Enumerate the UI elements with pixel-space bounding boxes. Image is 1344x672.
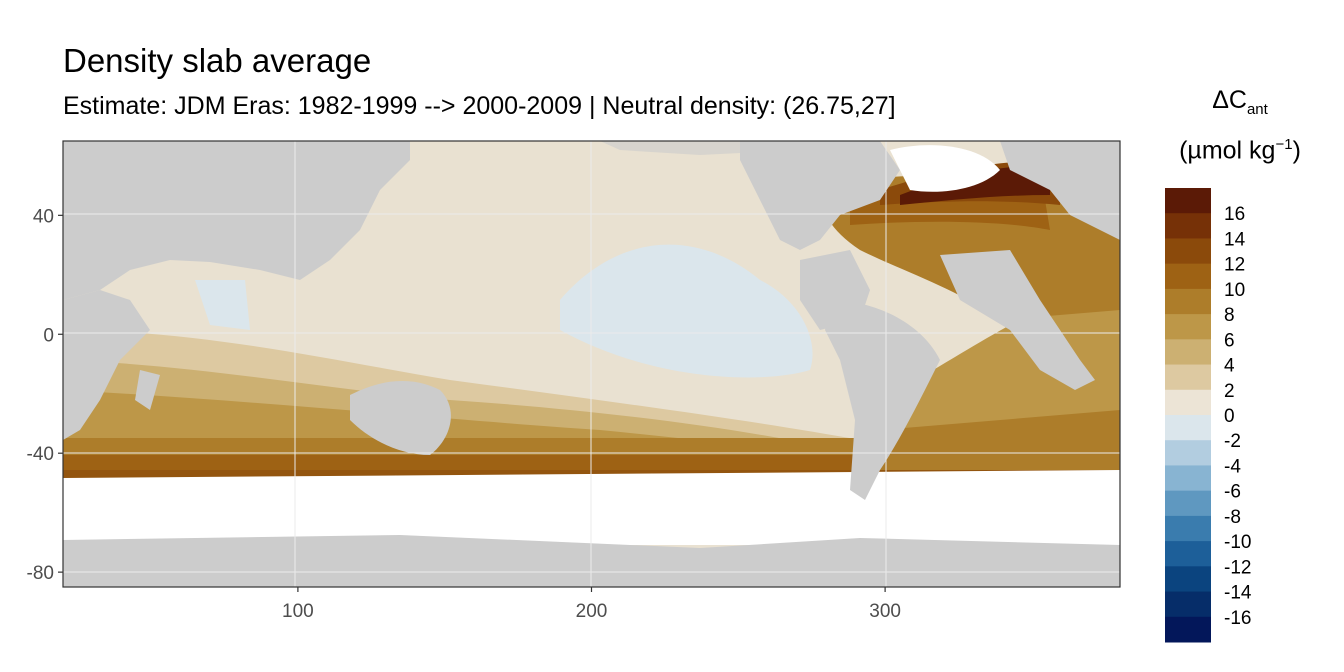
chart-subtitle: Estimate: JDM Eras: 1982-1999 --> 2000-2… — [63, 92, 896, 120]
legend-swatch — [1165, 566, 1211, 593]
legend-swatch — [1165, 263, 1211, 290]
x-tick-label: 300 — [869, 601, 901, 622]
legend-title-unit: (µmol kg−1) — [1179, 136, 1301, 165]
legend-label: -4 — [1224, 456, 1241, 477]
legend-swatch — [1165, 314, 1211, 340]
legend-swatch — [1165, 515, 1211, 542]
legend-label: -6 — [1224, 482, 1241, 503]
map-panel — [63, 141, 1120, 587]
legend-label: 0 — [1224, 406, 1235, 427]
legend-label: -2 — [1224, 431, 1241, 452]
legend-label: 8 — [1224, 305, 1235, 326]
legend-colorbar — [1165, 188, 1211, 643]
legend-label: 6 — [1224, 330, 1235, 351]
legend-label: 10 — [1224, 280, 1245, 301]
legend-swatch — [1165, 465, 1211, 492]
grid-lines — [63, 141, 1120, 587]
legend-label: 12 — [1224, 255, 1245, 276]
legend-label: 2 — [1224, 381, 1235, 402]
legend-label: 4 — [1224, 356, 1235, 377]
legend-label: 14 — [1224, 229, 1246, 250]
y-tick-label: -80 — [27, 563, 54, 584]
legend-swatch — [1165, 213, 1211, 239]
zone-equatorial-pacific — [560, 244, 813, 378]
x-tick-label: 100 — [282, 601, 314, 622]
y-tick-label: -40 — [27, 444, 54, 465]
zone-arabian-sea — [195, 280, 250, 330]
legend-label: -16 — [1224, 608, 1251, 629]
legend-swatch — [1165, 339, 1211, 366]
legend-swatch — [1165, 541, 1211, 567]
legend-swatch — [1165, 288, 1211, 315]
legend-label: -8 — [1224, 507, 1241, 528]
legend-swatch — [1165, 415, 1211, 441]
y-tick-label: 0 — [43, 325, 54, 346]
legend-swatch — [1165, 490, 1211, 517]
legend-labels: 16 14 12 10 8 6 4 2 0 -2 -4 -6 -8 -10 -12 -14 -16 — [1224, 204, 1252, 629]
legend-label: -14 — [1224, 583, 1252, 604]
legend-swatch — [1165, 364, 1211, 391]
zone-north-atlantic-16 — [900, 165, 1050, 205]
y-tick-label: 40 — [33, 206, 54, 227]
legend-swatch — [1165, 188, 1211, 214]
no-data-arctic — [890, 145, 1000, 192]
legend-label: -10 — [1224, 532, 1251, 553]
x-axis: 100 200 300 — [282, 587, 901, 622]
legend-swatch — [1165, 440, 1211, 466]
legend-label: -12 — [1224, 557, 1251, 578]
legend-swatch — [1165, 389, 1211, 416]
legend-swatch — [1165, 238, 1211, 265]
x-tick-label: 200 — [576, 601, 608, 622]
zone-south-atlantic-deep — [860, 410, 1120, 470]
legend-title-symbol: ΔCant — [1212, 86, 1268, 118]
chart-title: Density slab average — [63, 42, 372, 79]
y-axis: 40 0 -40 -80 — [27, 206, 63, 584]
legend-swatch — [1165, 616, 1211, 643]
legend-label: 16 — [1224, 204, 1245, 225]
legend-swatch — [1165, 591, 1211, 618]
